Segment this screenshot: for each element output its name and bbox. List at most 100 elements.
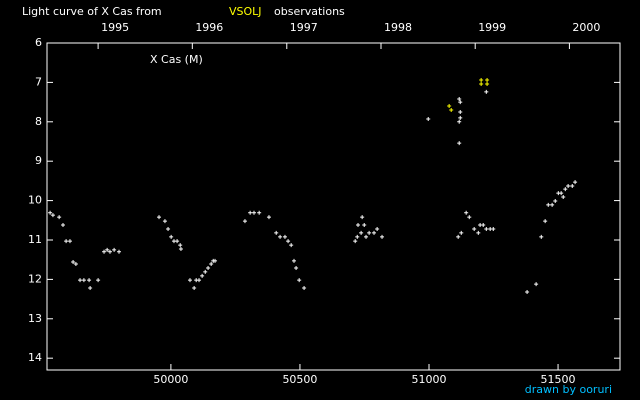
- point: [112, 247, 117, 252]
- point: [88, 286, 93, 291]
- point: [570, 184, 575, 189]
- point: [458, 100, 463, 105]
- point: [364, 234, 369, 239]
- point: [107, 249, 112, 254]
- point: [479, 78, 484, 83]
- y-tick-label: 6: [35, 36, 42, 49]
- point: [187, 278, 192, 283]
- point: [213, 258, 218, 263]
- chart-title: Light curve of X Cas from: [22, 5, 162, 18]
- point: [81, 278, 86, 283]
- point: [257, 210, 262, 215]
- y-tick-label: 8: [35, 115, 42, 128]
- point: [162, 219, 167, 224]
- point: [485, 78, 490, 83]
- point: [359, 230, 364, 235]
- point: [252, 210, 257, 215]
- point: [360, 215, 365, 220]
- point: [457, 141, 462, 146]
- point: [117, 249, 122, 254]
- annotation: X Cas (M): [150, 53, 203, 66]
- point: [476, 230, 481, 235]
- point: [289, 243, 294, 248]
- point: [456, 234, 461, 239]
- point: [67, 239, 72, 244]
- point: [61, 223, 66, 228]
- point: [356, 223, 361, 228]
- point: [484, 226, 489, 231]
- point: [292, 258, 297, 263]
- x-tick-label: 50000: [153, 373, 188, 386]
- point: [459, 230, 464, 235]
- point: [485, 81, 490, 86]
- top-tick-label: 1998: [384, 21, 412, 34]
- point: [355, 234, 360, 239]
- point: [375, 226, 380, 231]
- point: [200, 273, 205, 278]
- point: [539, 234, 544, 239]
- point: [573, 180, 578, 185]
- x-tick-label: 51000: [412, 373, 447, 386]
- point: [491, 226, 496, 231]
- point: [169, 234, 174, 239]
- point: [166, 226, 171, 231]
- point: [479, 81, 484, 86]
- point: [286, 239, 291, 244]
- point: [457, 96, 462, 101]
- point: [157, 215, 162, 220]
- point: [372, 230, 377, 235]
- point: [457, 119, 462, 124]
- point: [294, 265, 299, 270]
- point: [266, 215, 271, 220]
- point: [203, 269, 208, 274]
- top-tick-label: 1999: [478, 21, 506, 34]
- x-tick-label: 51500: [541, 373, 576, 386]
- point: [380, 234, 385, 239]
- y-tick-label: 13: [28, 312, 42, 325]
- top-tick-label: 1995: [101, 21, 129, 34]
- point: [353, 239, 358, 244]
- point: [561, 195, 566, 200]
- point: [550, 202, 555, 207]
- point: [302, 286, 307, 291]
- point: [563, 187, 568, 192]
- credit: drawn by ooruri: [525, 383, 612, 396]
- point: [71, 260, 76, 265]
- point: [559, 191, 564, 196]
- y-tick-label: 10: [28, 194, 42, 207]
- point: [192, 286, 197, 291]
- point: [566, 184, 571, 189]
- point: [467, 215, 472, 220]
- point: [525, 289, 530, 294]
- chart-title: VSOLJ: [229, 5, 262, 18]
- point: [278, 234, 283, 239]
- point: [102, 249, 107, 254]
- point: [78, 278, 83, 283]
- point: [362, 223, 367, 228]
- top-tick-label: 1997: [290, 21, 318, 34]
- point: [64, 239, 69, 244]
- top-tick-label: 1996: [195, 21, 223, 34]
- y-tick-label: 14: [28, 351, 42, 364]
- point: [472, 226, 477, 231]
- point: [209, 262, 214, 267]
- chart-title: observations: [274, 5, 345, 18]
- point: [481, 223, 486, 228]
- point: [175, 239, 180, 244]
- point: [87, 278, 92, 283]
- point: [73, 262, 78, 267]
- point: [484, 89, 489, 94]
- point: [546, 202, 551, 207]
- point: [57, 215, 62, 220]
- point: [447, 104, 452, 109]
- point: [206, 265, 211, 270]
- y-tick-label: 7: [35, 75, 42, 88]
- point: [197, 278, 202, 283]
- point: [248, 210, 253, 215]
- top-tick-label: 2000: [572, 21, 600, 34]
- point: [48, 210, 53, 215]
- point: [50, 213, 55, 218]
- point: [96, 278, 101, 283]
- point: [449, 107, 454, 112]
- point: [274, 230, 279, 235]
